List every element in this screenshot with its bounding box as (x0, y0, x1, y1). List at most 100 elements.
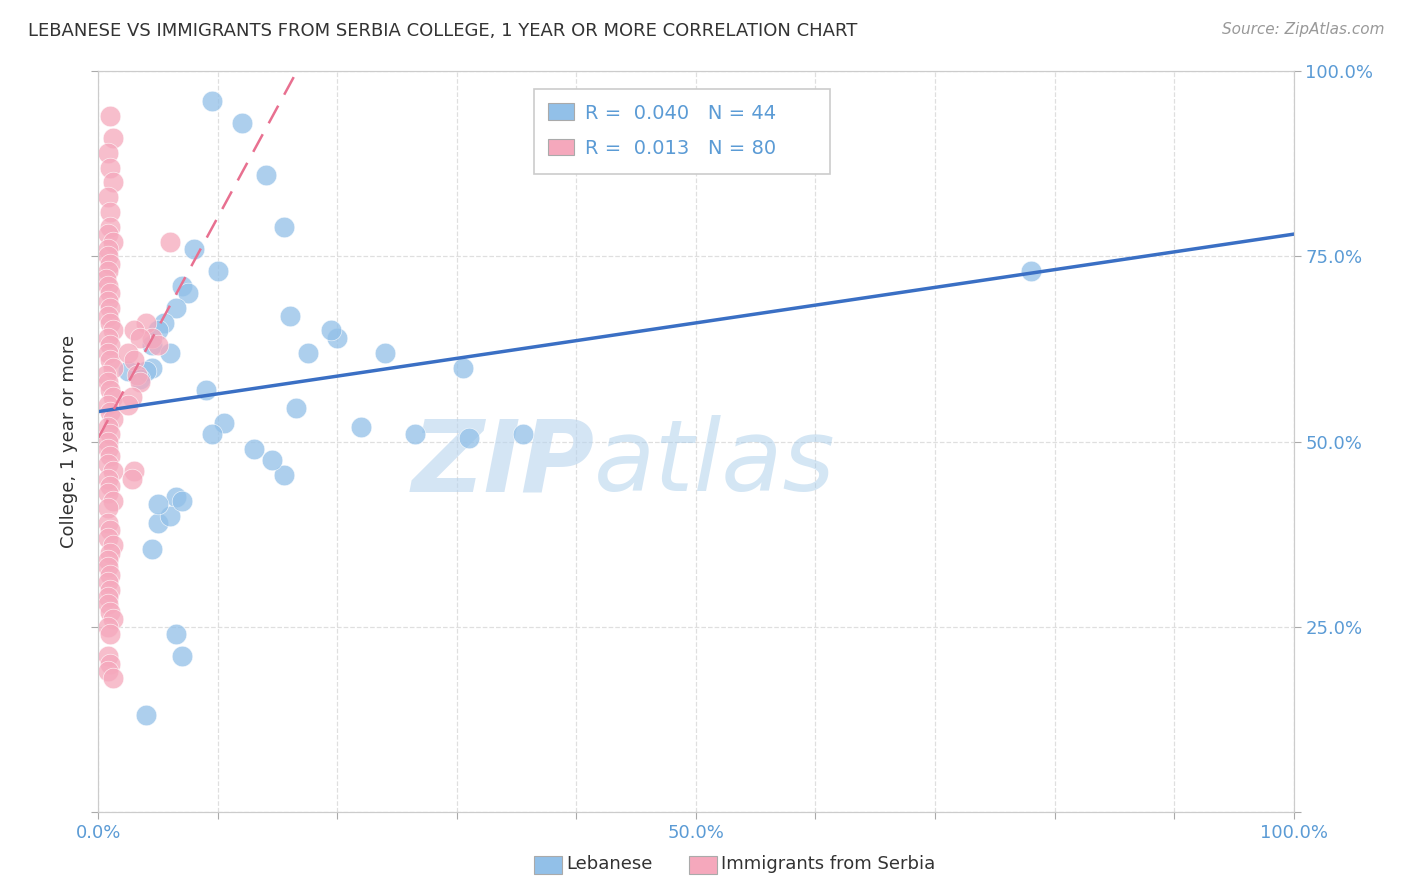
Point (98, 219, 122, 234)
Point (97, 190, 120, 204)
Point (101, 464, 124, 478)
Point (97, 279, 120, 293)
Point (98, 338, 122, 352)
Point (98, 161, 122, 175)
Point (260, 453, 283, 467)
Text: Immigrants from Serbia: Immigrants from Serbia (721, 855, 935, 873)
Point (98, 524, 122, 538)
Point (207, 264, 229, 278)
Point (97, 649, 120, 664)
Point (148, 324, 170, 338)
Point (183, 242, 205, 256)
Point (97, 501, 120, 516)
Text: Lebanese: Lebanese (567, 855, 652, 873)
Point (97, 560, 120, 574)
Point (141, 338, 163, 352)
Point (129, 371, 152, 385)
Point (97, 434, 120, 449)
Point (97, 531, 120, 545)
Point (97, 457, 120, 471)
Point (101, 612, 124, 626)
Point (201, 94, 224, 108)
Point (97, 331, 120, 345)
Point (129, 376, 152, 390)
Point (97, 486, 120, 500)
Point (148, 498, 170, 512)
Point (1019, 264, 1042, 278)
Point (97, 345, 120, 359)
Point (101, 672, 124, 686)
Text: R =  0.013   N = 80: R = 0.013 N = 80 (585, 139, 776, 158)
Point (148, 516, 170, 530)
Point (124, 464, 146, 478)
Point (98, 109, 122, 123)
Point (159, 345, 181, 359)
Point (284, 401, 307, 416)
Point (159, 508, 181, 523)
Point (121, 471, 143, 485)
Point (153, 316, 176, 330)
Point (97, 293, 120, 308)
Point (97, 398, 120, 412)
Point (98, 605, 122, 619)
Point (195, 383, 218, 397)
Point (98, 257, 122, 271)
Point (101, 131, 124, 145)
Point (94, 368, 117, 382)
Point (97, 619, 120, 633)
Y-axis label: College, 1 year or more: College, 1 year or more (59, 335, 77, 548)
Text: LEBANESE VS IMMIGRANTS FROM SERBIA COLLEGE, 1 YEAR OR MORE CORRELATION CHART: LEBANESE VS IMMIGRANTS FROM SERBIA COLLE… (28, 22, 858, 40)
Point (98, 383, 122, 397)
Point (177, 286, 200, 301)
Point (97, 575, 120, 590)
Point (165, 490, 187, 504)
Point (97, 376, 120, 390)
Point (124, 324, 146, 338)
Point (101, 412, 124, 426)
Point (125, 368, 148, 382)
Point (278, 309, 301, 323)
Point (451, 360, 474, 375)
Point (458, 431, 481, 445)
Point (350, 419, 373, 434)
Point (124, 353, 146, 368)
Point (97, 242, 120, 256)
Point (172, 493, 194, 508)
Point (321, 324, 343, 338)
Point (172, 649, 194, 664)
Point (98, 627, 122, 641)
Point (97, 145, 120, 160)
Point (212, 416, 235, 430)
Point (101, 324, 124, 338)
Point (159, 235, 181, 249)
Point (273, 467, 295, 482)
Text: atlas: atlas (595, 416, 837, 512)
Point (97, 309, 120, 323)
Point (98, 301, 122, 316)
Point (98, 316, 122, 330)
Point (121, 390, 143, 404)
Point (98, 450, 122, 464)
Point (273, 219, 295, 234)
Point (101, 175, 124, 190)
Point (97, 419, 120, 434)
Point (117, 364, 139, 378)
Point (97, 250, 120, 264)
Point (97, 598, 120, 612)
Point (326, 331, 349, 345)
Point (148, 338, 170, 352)
Point (101, 493, 124, 508)
Point (98, 479, 122, 493)
Point (141, 331, 163, 345)
Point (165, 301, 187, 316)
Point (201, 427, 224, 442)
Point (129, 331, 152, 345)
Text: Source: ZipAtlas.com: Source: ZipAtlas.com (1222, 22, 1385, 37)
Point (101, 538, 124, 552)
Point (98, 205, 122, 219)
Point (141, 360, 163, 375)
Point (97, 227, 120, 242)
Point (254, 168, 277, 182)
Point (97, 264, 120, 278)
Point (101, 390, 124, 404)
